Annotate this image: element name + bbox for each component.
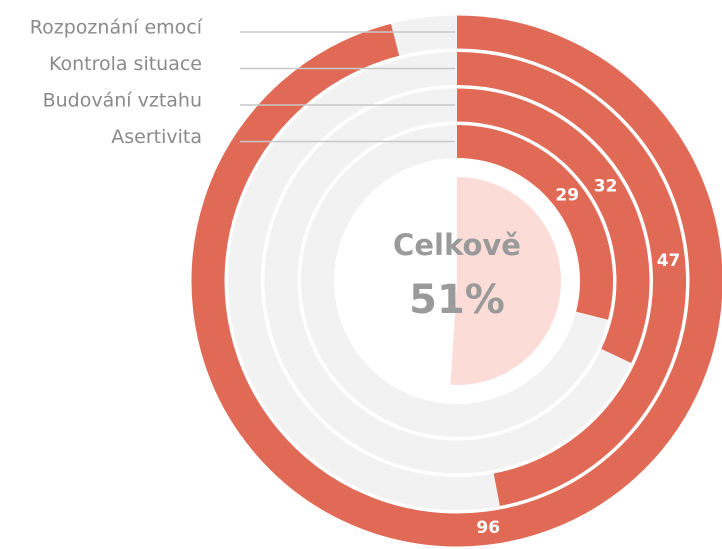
value-label: 47 bbox=[657, 251, 681, 271]
ring-bar bbox=[456, 52, 686, 506]
ring-bar bbox=[456, 88, 650, 363]
category-label: Asertivita bbox=[111, 126, 202, 148]
total-value: 51% bbox=[409, 277, 505, 323]
value-label: 29 bbox=[555, 185, 579, 205]
ring-bar bbox=[456, 125, 613, 320]
value-label: 32 bbox=[594, 177, 618, 197]
value-label: 96 bbox=[476, 518, 500, 538]
total-wedge bbox=[450, 177, 562, 386]
category-label: Budování vztahu bbox=[43, 90, 202, 112]
category-label: Rozpoznání emocí bbox=[30, 17, 203, 39]
category-label: Kontrola situace bbox=[49, 53, 202, 75]
total-label: Celkově bbox=[393, 228, 521, 262]
ring-bar bbox=[191, 15, 722, 547]
